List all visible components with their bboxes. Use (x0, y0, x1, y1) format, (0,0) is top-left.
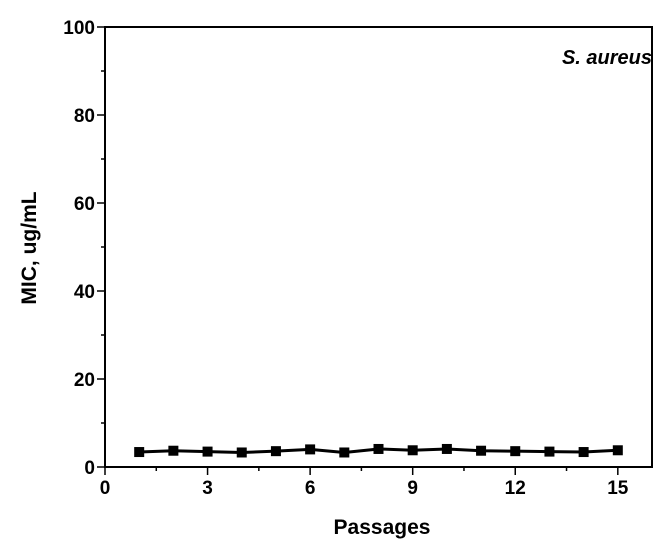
y-tick-label: 100 (63, 18, 95, 39)
annotation-label: S. aureus (562, 47, 652, 69)
data-point (305, 444, 316, 455)
plot-frame (104, 26, 653, 468)
data-point (578, 447, 589, 458)
data-point (510, 446, 521, 457)
data-point (339, 447, 350, 458)
data-point (407, 445, 418, 456)
y-tick-label: 40 (74, 282, 95, 303)
data-point (441, 443, 452, 454)
x-tick-label: 6 (305, 478, 316, 499)
y-axis: 0 20 40 60 80 100 (63, 18, 105, 479)
data-point (168, 445, 179, 456)
x-tick-label: 9 (407, 478, 418, 499)
data-point (612, 445, 623, 456)
y-tick-label: 80 (74, 106, 95, 127)
data-point (134, 447, 145, 458)
plot-border (104, 26, 653, 468)
data-point (373, 443, 384, 454)
y-tick-label: 0 (84, 458, 95, 479)
x-axis-title: Passages (334, 516, 431, 539)
x-axis: 0 3 6 9 12 15 (100, 467, 629, 499)
data-point (476, 445, 487, 456)
y-tick-label: 20 (74, 370, 95, 391)
x-tick-label: 15 (607, 478, 629, 499)
data-point (236, 447, 247, 458)
data-point (202, 446, 213, 457)
series-layer (134, 443, 623, 458)
x-tick-label: 12 (505, 478, 526, 499)
x-tick-label: 0 (100, 478, 111, 499)
y-tick-label: 60 (74, 194, 95, 215)
x-tick-label: 3 (202, 478, 213, 499)
data-point (544, 446, 555, 457)
data-point (270, 446, 281, 457)
y-axis-title: MIC, ug/mL (18, 191, 41, 304)
